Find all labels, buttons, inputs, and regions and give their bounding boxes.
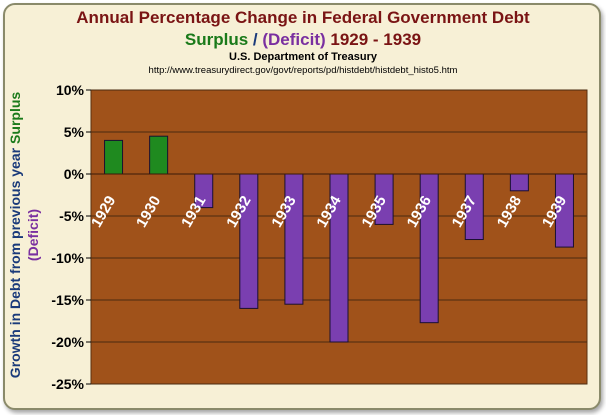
- surplus-bar: [149, 135, 169, 175]
- subtitle-years: 1929 - 1939: [325, 30, 422, 49]
- y-tick-label: -10%: [51, 250, 84, 266]
- y-tick-label: -5%: [59, 208, 84, 224]
- surplus-bar: [104, 139, 124, 175]
- plot-area: 10%5%0%-5%-10%-15%-20%-25%1929 1930 1931 19…: [51, 82, 588, 392]
- y-tick-label: 10%: [56, 82, 85, 98]
- chart-subtitle: Surplus / (Deficit) 1929 - 1939: [0, 30, 606, 50]
- y-tick-label: 5%: [64, 124, 85, 140]
- svg-text:Growth in Debt from previous y: Growth in Debt from previous year Surplus: [7, 92, 23, 379]
- y-tick-label: 0%: [64, 166, 85, 182]
- subtitle-separator: /: [248, 30, 263, 49]
- y-tick-label: -20%: [51, 334, 84, 350]
- subtitle-deficit: (Deficit): [262, 30, 326, 49]
- chart-source-url: http://www.treasurydirect.gov/govt/repor…: [148, 65, 458, 76]
- chart-source: U.S. Department of Treasury: [229, 51, 377, 63]
- chart-title: Annual Percentage Change in Federal Gove…: [76, 8, 530, 27]
- y-tick-label: -25%: [51, 376, 84, 392]
- y-axis-title-deficit: (Deficit): [25, 209, 41, 261]
- y-axis-title-main: Growth in Debt from previous year: [7, 147, 23, 378]
- subtitle-surplus: Surplus: [184, 30, 249, 49]
- deficit-bar: [509, 173, 529, 192]
- deficit-bar: [284, 173, 304, 305]
- y-tick-label: -15%: [51, 292, 84, 308]
- y-axis-title: Growth in Debt from previous year Surplus…: [7, 92, 41, 379]
- y-axis-title-surplus: Surplus: [7, 92, 23, 144]
- deficit-bar: [239, 173, 259, 309]
